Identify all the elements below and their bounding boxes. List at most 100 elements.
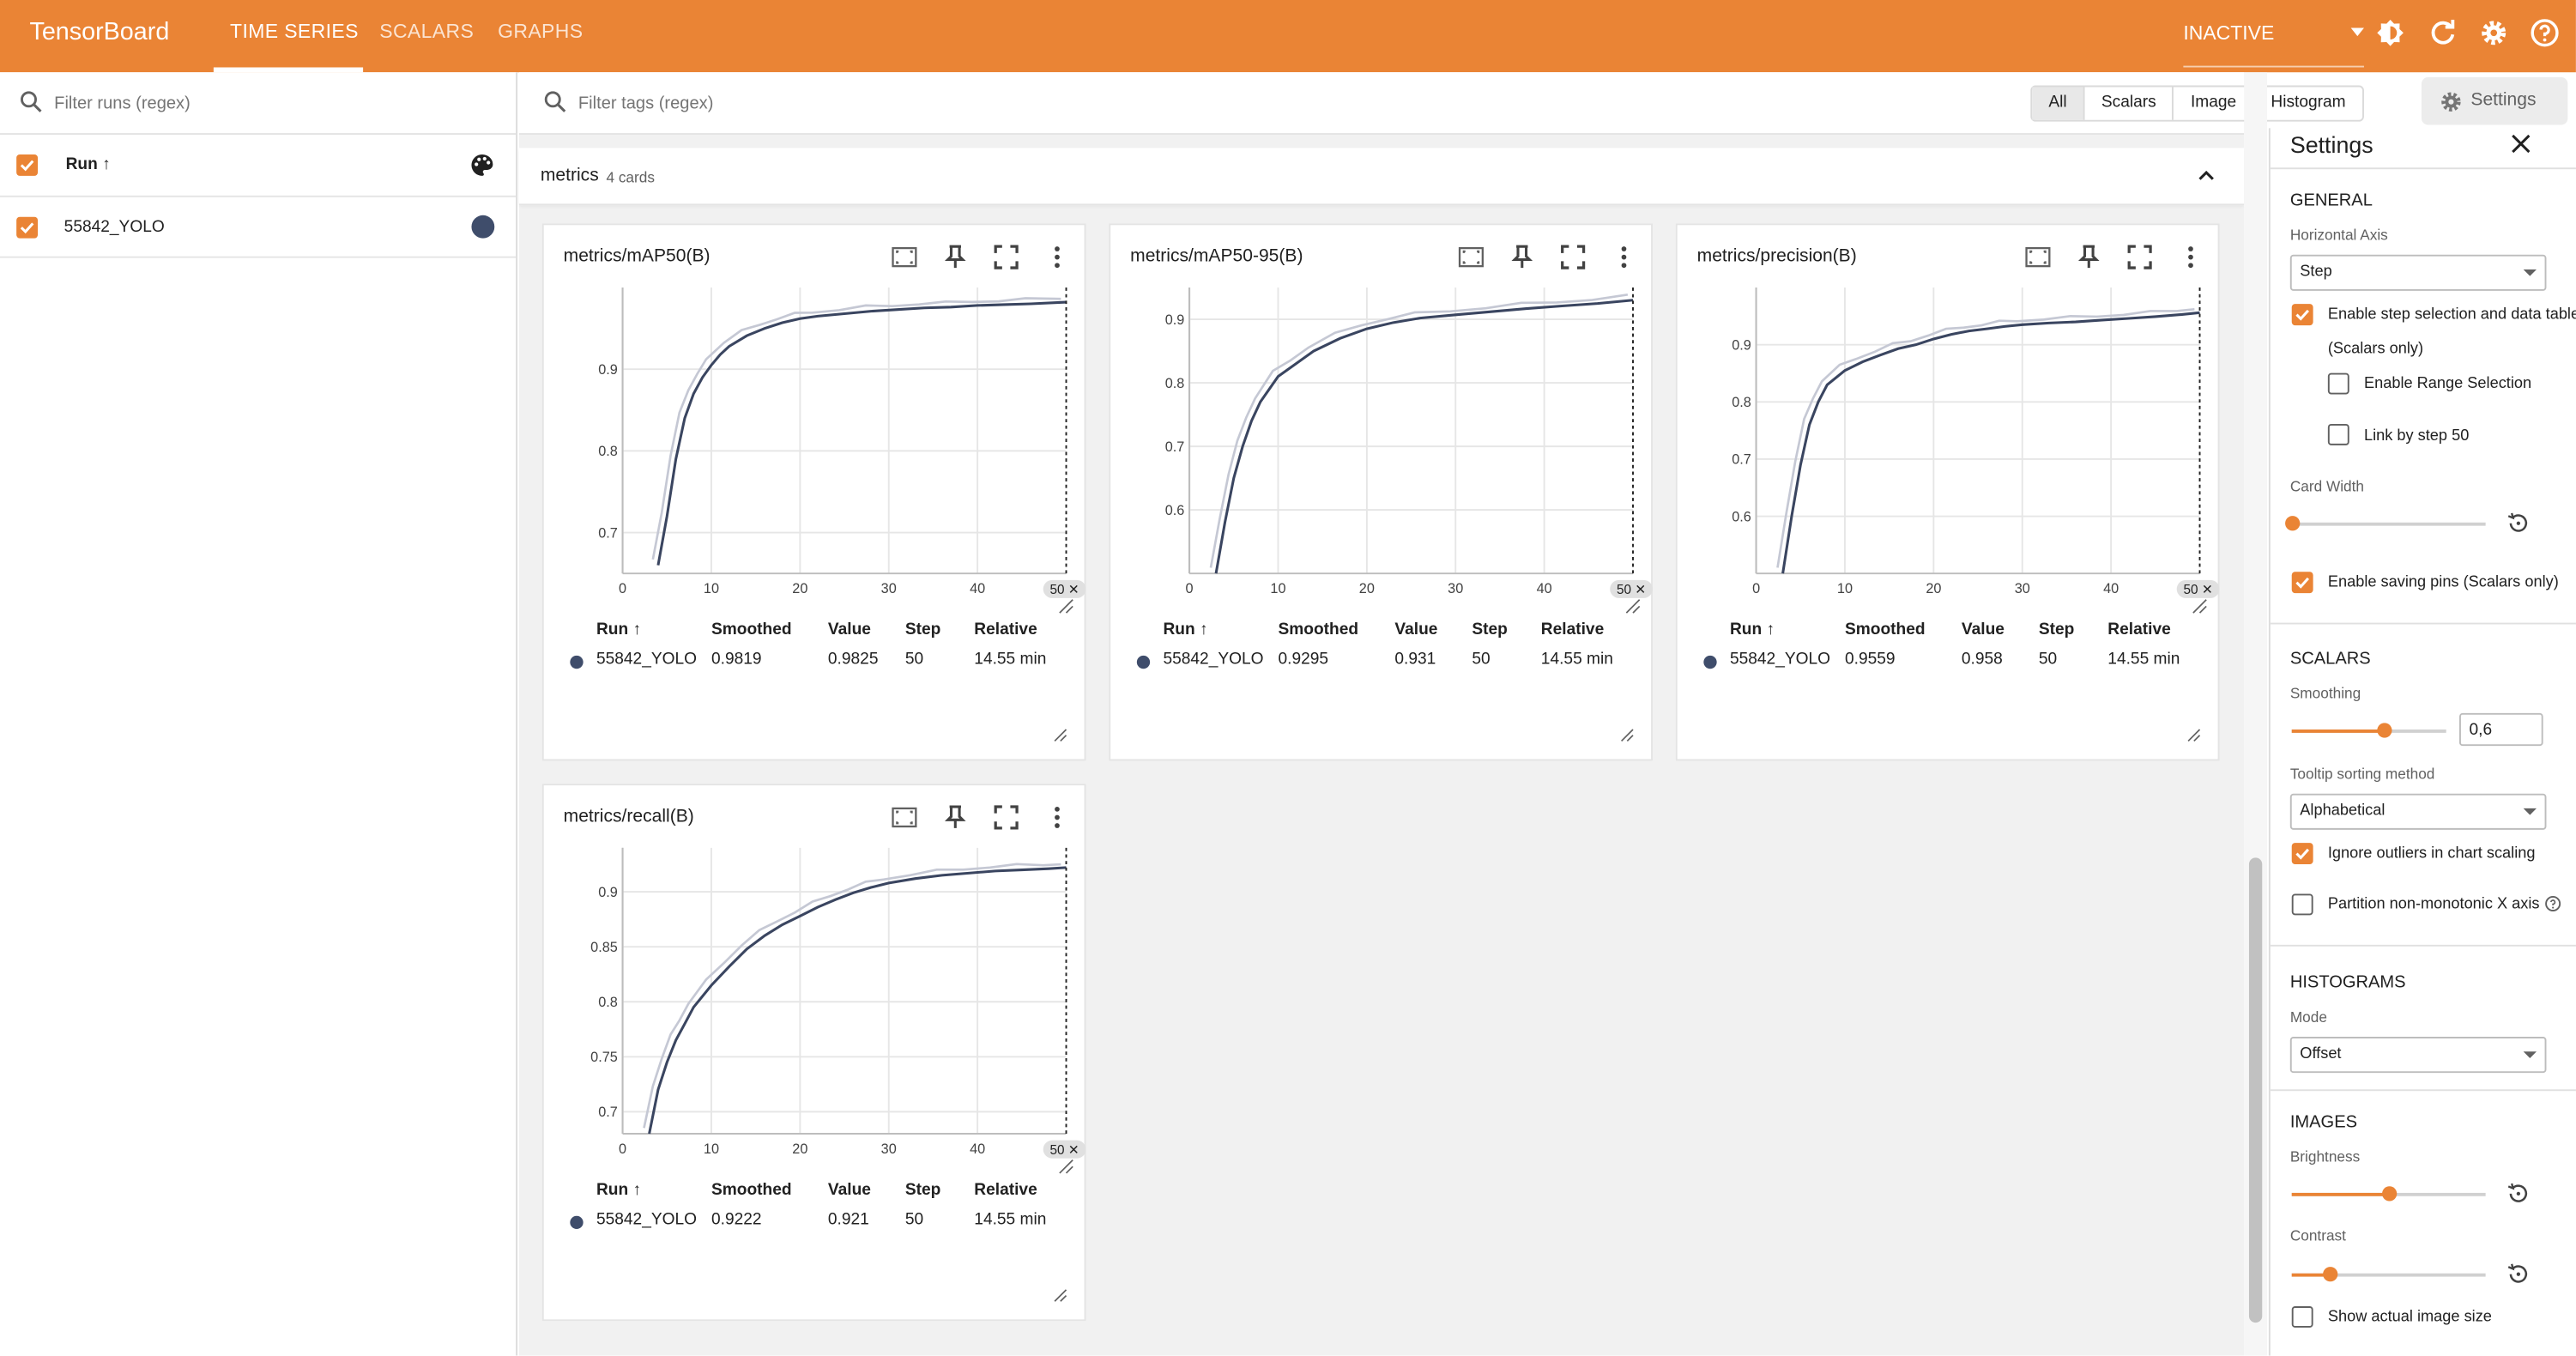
saving-pins-checkbox[interactable] (2291, 572, 2313, 594)
line-chart[interactable]: 0 10 20 30 40 0.9 0.85 0.8 0.75 0.7 50 ✕ (544, 785, 1088, 1179)
tags-filter-input[interactable]: Filter tags (regex) (577, 94, 714, 114)
chart-resize-grip[interactable] (1625, 599, 1641, 614)
table-header-cell[interactable]: Step (2038, 620, 2075, 639)
more-options-button[interactable] (2177, 243, 2205, 271)
settings-gear-icon[interactable] (2477, 16, 2510, 49)
dark-mode-icon[interactable] (2373, 16, 2406, 49)
run-column-header[interactable]: Run ↑ (65, 155, 111, 174)
table-header-cell[interactable]: Step (904, 1181, 941, 1200)
table-header-cell[interactable]: Relative (974, 620, 1037, 639)
actual-size-checkbox[interactable] (2291, 1306, 2313, 1328)
card-group-header[interactable]: metrics 4 cards (518, 148, 2245, 206)
reload-icon[interactable] (2427, 16, 2459, 49)
link-by-step-checkbox[interactable] (2327, 423, 2349, 445)
fit-domain-button[interactable] (1457, 243, 1485, 271)
line-chart[interactable]: 0 10 20 30 40 0.9 0.8 0.7 50 ✕ (544, 225, 1088, 619)
pin-button[interactable] (2075, 243, 2103, 271)
step-selector-chip[interactable] (2176, 579, 2220, 598)
step-selector-chip[interactable] (1043, 1140, 1086, 1159)
fit-domain-button[interactable] (2024, 243, 2053, 271)
fullsize-button[interactable] (1559, 243, 1587, 271)
table-header-cell[interactable]: Run ↑ (1729, 620, 1775, 639)
line-chart[interactable]: 0 10 20 30 40 0.9 0.8 0.7 0.6 50 ✕ (1110, 225, 1654, 619)
contrast-slider[interactable] (2291, 1273, 2486, 1277)
run-row[interactable]: 55842_YOLO (0, 197, 517, 258)
fullsize-button[interactable] (992, 803, 1020, 832)
table-header-cell[interactable]: Smoothed (711, 1181, 792, 1200)
more-options-button[interactable] (1610, 243, 1638, 271)
scrollbar-thumb[interactable] (2248, 857, 2263, 1323)
help-icon[interactable] (2545, 895, 2561, 911)
pin-button[interactable] (1509, 243, 1537, 271)
partition-x-axis-checkbox[interactable] (2291, 893, 2313, 916)
table-header-cell[interactable]: Run ↑ (1163, 620, 1208, 639)
chart-resize-grip[interactable] (1059, 1159, 1073, 1174)
table-header-cell[interactable]: Step (904, 620, 941, 639)
tab-time-series[interactable]: TIME SERIES (230, 19, 359, 43)
card-resize-grip[interactable] (1053, 728, 1067, 742)
card-resize-grip[interactable] (2186, 728, 2201, 742)
more-options-button[interactable] (1043, 243, 1072, 271)
contrast-slider-knob[interactable] (2323, 1267, 2338, 1282)
fullsize-button[interactable] (992, 243, 1020, 271)
ignore-outliers-checkbox[interactable] (2291, 843, 2313, 865)
palette-icon[interactable] (470, 153, 495, 178)
card-resize-grip[interactable] (1620, 728, 1635, 742)
filter-all-button[interactable]: All (2032, 87, 2083, 120)
filter-image-button[interactable]: Image (2172, 87, 2252, 120)
filter-histogram-button[interactable]: Histogram (2252, 87, 2361, 120)
horizontal-axis-select[interactable]: Step (2289, 254, 2547, 291)
step-selector-chip[interactable] (1043, 579, 1086, 598)
card-resize-grip[interactable] (1053, 1288, 1067, 1303)
fit-domain-button[interactable] (891, 803, 919, 832)
line-chart[interactable]: 0 10 20 30 40 0.9 0.8 0.7 0.6 50 ✕ (1678, 225, 2222, 619)
run-checkbox[interactable] (16, 216, 39, 239)
step-selection-checkbox[interactable] (2291, 304, 2313, 326)
chart-resize-grip[interactable] (1059, 599, 1073, 614)
table-header-cell[interactable]: Smoothed (1844, 620, 1926, 639)
table-header-cell[interactable]: Value (827, 620, 871, 639)
reset-icon[interactable] (2506, 511, 2531, 536)
pin-button[interactable] (941, 243, 970, 271)
tab-scalars[interactable]: SCALARS (379, 19, 475, 43)
run-color-swatch[interactable] (471, 215, 495, 239)
fullsize-button[interactable] (2126, 243, 2154, 271)
table-header-cell[interactable]: Value (1961, 620, 2005, 639)
table-header-cell[interactable]: Run ↑ (596, 620, 642, 639)
brightness-slider-knob[interactable] (2381, 1186, 2397, 1202)
filter-scalars-button[interactable]: Scalars (2083, 87, 2173, 120)
card-width-slider[interactable] (2291, 522, 2486, 526)
range-selection-checkbox[interactable] (2327, 372, 2349, 395)
tooltip-sort-select[interactable]: Alphabetical (2289, 793, 2547, 830)
reset-icon[interactable] (2506, 1182, 2531, 1207)
help-icon[interactable] (2528, 16, 2561, 49)
table-header-cell[interactable]: Relative (2107, 620, 2171, 639)
tab-graphs[interactable]: GRAPHS (498, 19, 584, 43)
reset-icon[interactable] (2506, 1262, 2531, 1286)
close-icon[interactable] (2510, 133, 2531, 154)
smoothing-slider-knob[interactable] (2377, 723, 2392, 738)
select-all-runs-checkbox[interactable] (16, 154, 39, 176)
table-header-cell[interactable]: Relative (1540, 620, 1605, 639)
chevron-up-icon[interactable] (2197, 166, 2216, 185)
main-scrollbar[interactable] (2244, 72, 2268, 1356)
table-header-cell[interactable]: Value (827, 1181, 871, 1200)
table-header-cell[interactable]: Step (1472, 620, 1508, 639)
table-header-cell[interactable]: Run ↑ (596, 1181, 642, 1200)
fit-domain-button[interactable] (891, 243, 919, 271)
smoothing-input[interactable]: 0,6 (2459, 712, 2543, 747)
runs-filter[interactable]: Filter runs (regex) (0, 72, 517, 135)
table-header-cell[interactable]: Relative (974, 1181, 1037, 1200)
gear-icon (2441, 92, 2461, 112)
card-width-slider-knob[interactable] (2284, 516, 2300, 531)
more-options-button[interactable] (1043, 803, 1072, 832)
step-selector-chip[interactable] (1610, 579, 1653, 598)
table-header-cell[interactable]: Smoothed (1278, 620, 1359, 639)
histogram-mode-select[interactable]: Offset (2289, 1037, 2547, 1074)
reload-status-select[interactable]: INACTIVE (2183, 20, 2364, 68)
pin-button[interactable] (941, 803, 970, 832)
table-header-cell[interactable]: Smoothed (711, 620, 792, 639)
chart-resize-grip[interactable] (2192, 599, 2207, 614)
table-header-cell[interactable]: Value (1394, 620, 1438, 639)
settings-toggle-button[interactable]: Settings (2421, 76, 2568, 125)
